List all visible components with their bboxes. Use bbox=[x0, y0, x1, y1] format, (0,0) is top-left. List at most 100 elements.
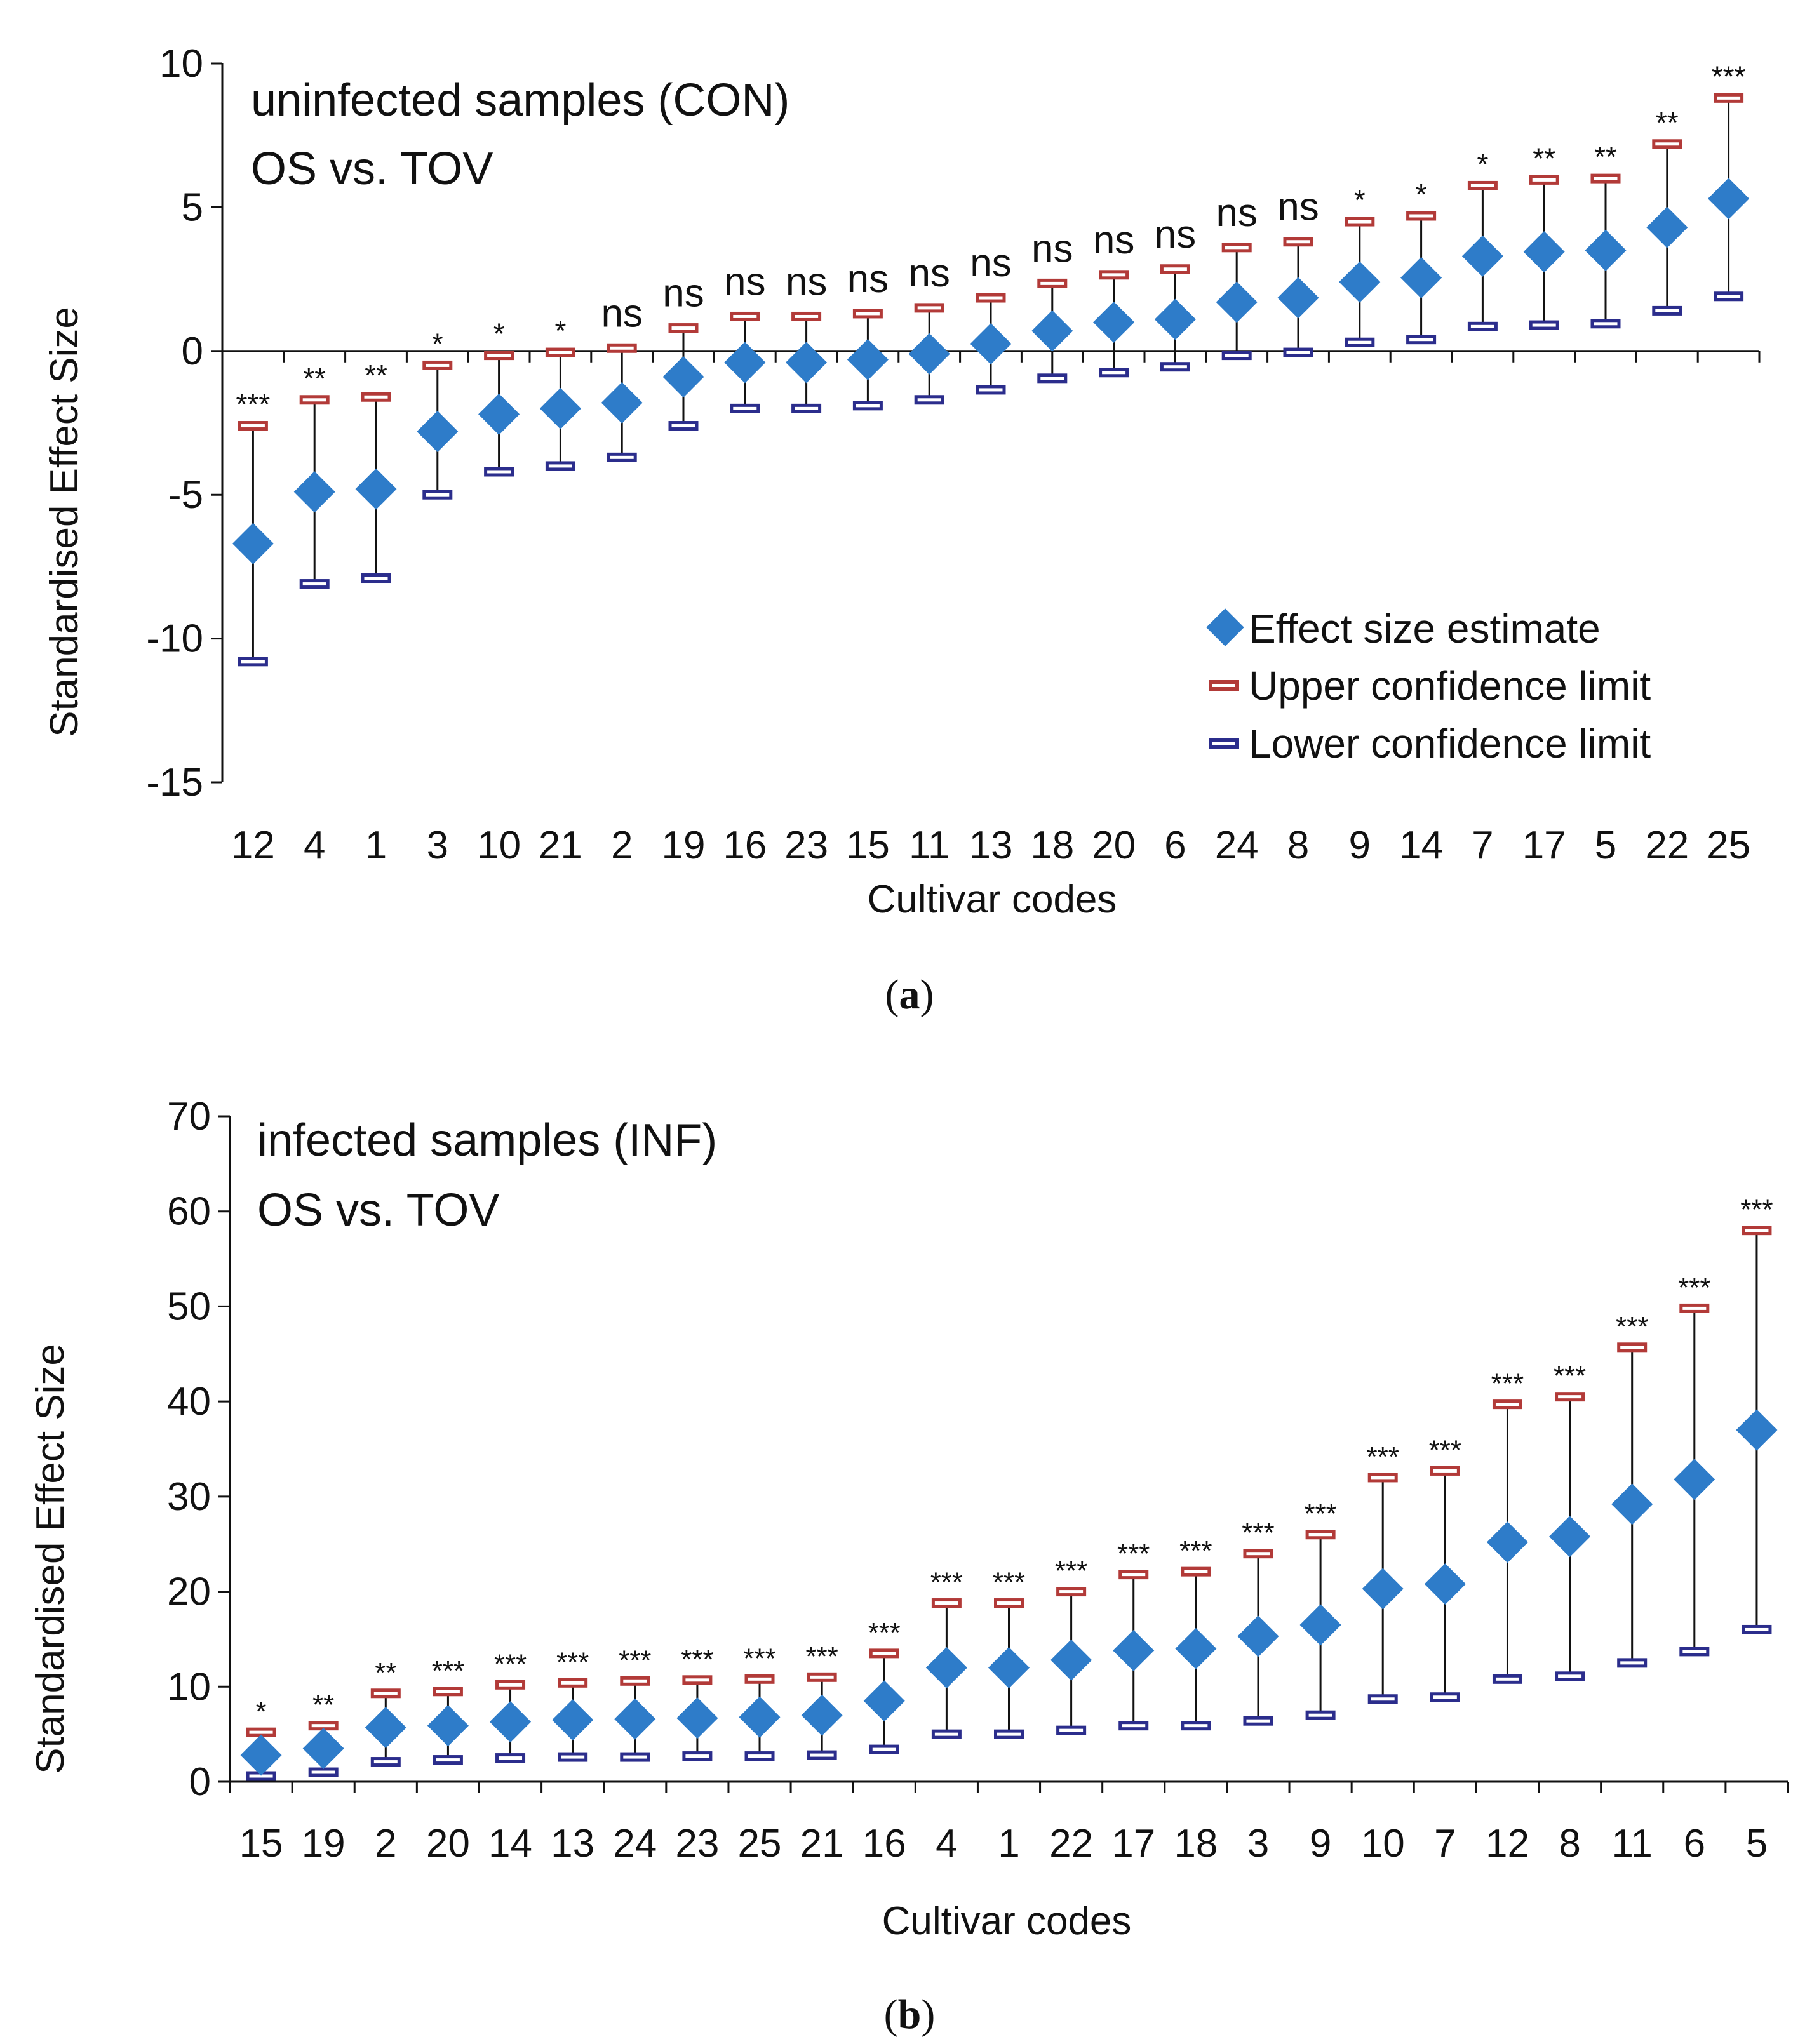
upper-limit-marker bbox=[994, 1598, 1024, 1608]
upper-limit-marker bbox=[1492, 1399, 1522, 1410]
upper-limit-marker bbox=[931, 1598, 962, 1608]
lower-limit-marker bbox=[1714, 291, 1744, 302]
x-tick-label: 7 bbox=[1434, 1822, 1456, 1866]
panel-a-series: ***12**4**1*3*10*21ns2ns19ns16ns23ns15ns… bbox=[231, 60, 1750, 867]
estimate-marker bbox=[739, 1696, 781, 1738]
upper-limit-marker bbox=[1617, 1342, 1648, 1353]
estimate-marker bbox=[478, 393, 520, 435]
x-tick-label: 11 bbox=[909, 824, 950, 867]
upper-limit-marker bbox=[1714, 93, 1744, 103]
panel-a-title-line-1: uninfected samples (CON) bbox=[251, 75, 789, 126]
lower-limit-marker bbox=[1243, 1716, 1273, 1726]
lower-limit-marker bbox=[1742, 1624, 1772, 1634]
significance-label: ** bbox=[1594, 140, 1617, 173]
significance-label: ns bbox=[601, 291, 642, 335]
estimate-marker bbox=[1339, 261, 1381, 303]
estimate-marker bbox=[908, 333, 950, 375]
x-tick-label: 9 bbox=[1310, 1822, 1331, 1866]
significance-label: *** bbox=[930, 1567, 963, 1598]
lower-limit-marker bbox=[422, 490, 453, 500]
y-tick-label: 0 bbox=[189, 1760, 211, 1804]
estimate-marker bbox=[1237, 1615, 1279, 1657]
estimate-marker bbox=[1549, 1516, 1591, 1558]
lower-limit-marker bbox=[1492, 1674, 1522, 1684]
lower-limit-marker bbox=[1037, 373, 1068, 384]
estimate-marker bbox=[1031, 310, 1073, 352]
x-tick-label: 10 bbox=[477, 824, 521, 867]
lower-limit-marker bbox=[1305, 1710, 1336, 1720]
estimate-marker bbox=[786, 342, 828, 384]
upper-limit-marker bbox=[299, 395, 330, 405]
significance-label: *** bbox=[1242, 1518, 1274, 1549]
x-tick-label: 22 bbox=[1645, 824, 1689, 867]
lower-limit-marker bbox=[914, 395, 944, 405]
estimate-marker bbox=[232, 523, 274, 564]
lower-limit-marker bbox=[1617, 1658, 1648, 1668]
estimate-marker bbox=[1362, 1568, 1404, 1610]
upper-limit-marker bbox=[558, 1678, 588, 1688]
y-tick-label: 10 bbox=[159, 42, 203, 86]
y-tick-label: 5 bbox=[182, 185, 203, 229]
upper-limit-marker bbox=[1406, 211, 1437, 221]
x-tick-label: 3 bbox=[427, 824, 448, 867]
upper-limit-marker bbox=[1243, 1549, 1273, 1559]
lower-limit-marker bbox=[1056, 1725, 1087, 1735]
estimate-marker bbox=[676, 1697, 718, 1739]
lower-limit-marker bbox=[299, 579, 330, 589]
estimate-marker bbox=[1461, 235, 1503, 277]
significance-label: ** bbox=[303, 362, 326, 395]
lower-limit-marker bbox=[994, 1729, 1024, 1739]
lower-limit-marker bbox=[361, 573, 391, 584]
upper-limit-marker bbox=[620, 1676, 650, 1686]
estimate-marker bbox=[1175, 1627, 1217, 1669]
upper-limit-marker bbox=[422, 360, 453, 370]
estimate-marker bbox=[1216, 281, 1258, 323]
y-tick-label: 0 bbox=[182, 330, 203, 373]
upper-limit-marker bbox=[1118, 1570, 1149, 1580]
y-tick-label: 20 bbox=[167, 1570, 211, 1614]
estimate-marker bbox=[988, 1647, 1030, 1688]
significance-label: ns bbox=[1216, 191, 1257, 235]
legend-label-upper: Upper confidence limit bbox=[1249, 663, 1651, 709]
significance-label: *** bbox=[1179, 1535, 1212, 1566]
estimate-marker bbox=[1585, 229, 1627, 271]
significance-label: *** bbox=[743, 1643, 775, 1674]
y-tick-label: 60 bbox=[167, 1190, 211, 1234]
upper-limit-marker bbox=[1283, 237, 1313, 247]
lower-limit-marker bbox=[668, 421, 699, 431]
significance-label: ns bbox=[662, 272, 704, 316]
y-tick-label: -5 bbox=[168, 473, 203, 517]
x-tick-label: 18 bbox=[1174, 1822, 1218, 1866]
x-tick-label: 14 bbox=[1399, 824, 1443, 867]
upper-limit-marker bbox=[668, 323, 699, 333]
upper-limit-marker bbox=[1467, 180, 1498, 190]
significance-label: ** bbox=[365, 359, 387, 392]
lower-limit-marker bbox=[495, 1753, 526, 1763]
significance-label: * bbox=[493, 317, 505, 351]
lower-limit-marker bbox=[852, 401, 883, 411]
legend-marker-lower-icon bbox=[1209, 738, 1239, 749]
upper-limit-marker bbox=[1652, 139, 1682, 149]
upper-limit-marker bbox=[1305, 1530, 1336, 1540]
upper-limit-marker bbox=[744, 1674, 775, 1684]
x-tick-label: 24 bbox=[613, 1822, 657, 1866]
upper-limit-marker bbox=[1056, 1587, 1087, 1597]
x-tick-label: 2 bbox=[375, 1822, 396, 1866]
upper-limit-marker bbox=[361, 392, 391, 402]
lower-limit-marker bbox=[1652, 305, 1682, 316]
lower-limit-marker bbox=[1099, 368, 1129, 378]
estimate-marker bbox=[801, 1694, 843, 1736]
lower-limit-marker bbox=[545, 461, 575, 471]
lower-limit-marker bbox=[1590, 319, 1621, 329]
significance-label: ** bbox=[1656, 106, 1679, 139]
significance-label: *** bbox=[1055, 1556, 1087, 1587]
significance-label: * bbox=[1416, 178, 1427, 211]
x-tick-label: 4 bbox=[936, 1822, 957, 1866]
upper-limit-marker bbox=[1099, 270, 1129, 280]
y-tick-label: 30 bbox=[167, 1475, 211, 1519]
x-tick-label: 21 bbox=[800, 1822, 844, 1866]
lower-limit-marker bbox=[730, 403, 760, 413]
panel-b-axes: 70 60 50 40 30 20 10 0 bbox=[167, 1095, 1789, 1804]
significance-label: ** bbox=[312, 1690, 334, 1721]
upper-limit-marker bbox=[607, 343, 637, 353]
